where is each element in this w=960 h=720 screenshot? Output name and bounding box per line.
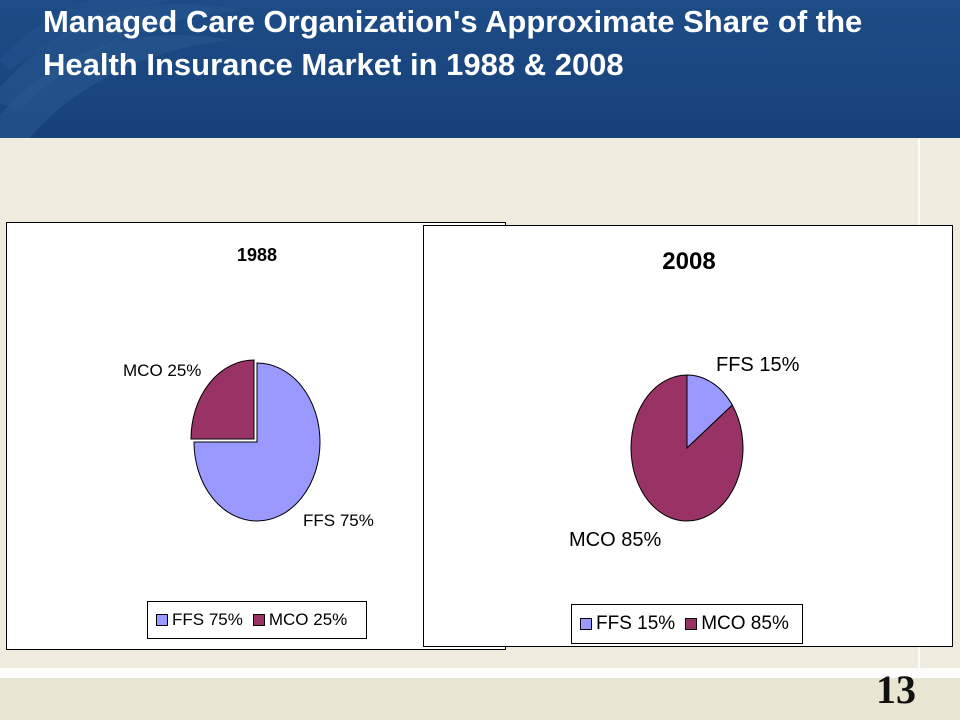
slide-title: Managed Care Organization's Approximate …: [43, 4, 863, 82]
chart-title: 2008: [662, 248, 716, 275]
legend-swatch-mco: [252, 614, 265, 626]
pie-slice-mco: [630, 374, 744, 522]
data-label: MCO 25%: [123, 361, 201, 380]
legend-item-mco: MCO 85%: [685, 613, 789, 635]
legend-item-ffs: FFS 15%: [580, 613, 675, 635]
pie-slice-mco: [190, 359, 255, 440]
legend-swatch-mco: [685, 618, 698, 630]
header-swirl-decoration: [0, 0, 240, 138]
legend-item-mco: MCO 25%: [252, 610, 348, 630]
pie-slice-ffs: [686, 374, 733, 450]
pie-plot-area: FFS 75% MCO 25%: [123, 359, 374, 530]
page-number: 13: [876, 667, 916, 712]
divider-line: [0, 668, 960, 678]
data-label: MCO 85%: [569, 529, 661, 551]
pie-slice-ffs: [193, 362, 321, 522]
pie-chart-2008: 2008 FFS 15% MCO 85% FFS 15% MCO 85%: [423, 225, 953, 647]
bottom-band: [0, 678, 960, 720]
legend-label: MCO 25%: [268, 610, 348, 629]
chart-legend: FFS 15% MCO 85%: [571, 604, 803, 644]
pie-plot-area: FFS 15% MCO 85%: [569, 354, 800, 551]
pie-chart-1988: 1988 FFS 75% MCO 25% FFS 75% MCO 25%: [6, 222, 506, 650]
chart-legend: FFS 75% MCO 25%: [147, 601, 367, 639]
legend-item-ffs: FFS 75%: [156, 610, 243, 630]
legend-label: FFS 75%: [172, 610, 243, 629]
legend-swatch-ffs: [580, 618, 592, 630]
data-label: FFS 15%: [716, 354, 800, 376]
data-label: FFS 75%: [303, 511, 374, 530]
chart-title: 1988: [236, 245, 278, 265]
slide-header: Managed Care Organization's Approximate …: [0, 0, 960, 138]
legend-label: MCO 85%: [701, 613, 789, 634]
legend-swatch-ffs: [156, 614, 168, 626]
legend-label: FFS 15%: [596, 613, 676, 634]
